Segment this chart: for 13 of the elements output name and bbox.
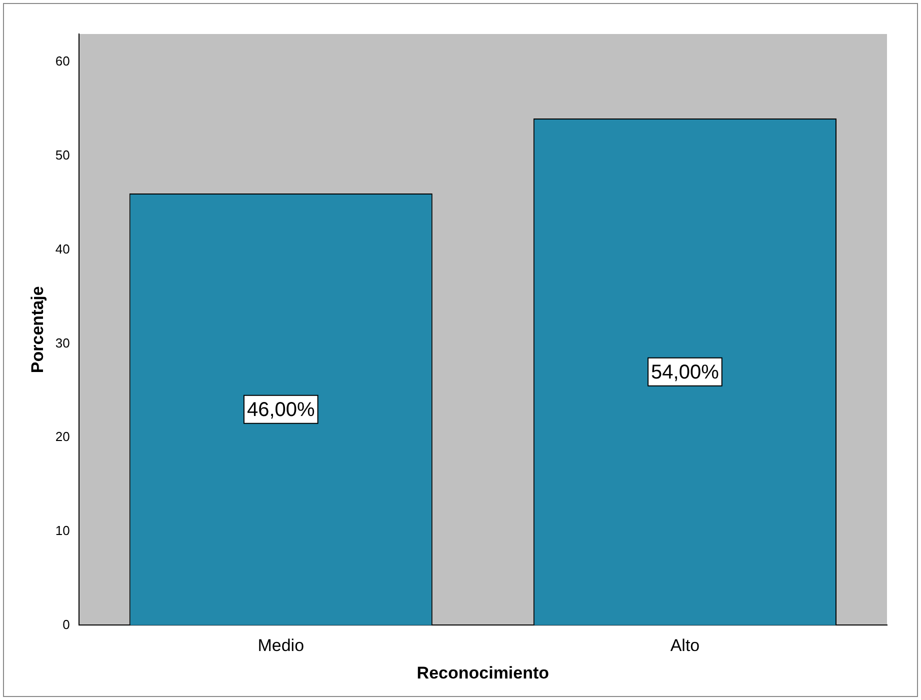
y-tick-label: 40 [55, 241, 70, 256]
y-tick-label: 50 [55, 148, 70, 163]
x-axis-title: Reconocimiento [416, 663, 550, 682]
y-tick-label: 20 [55, 429, 70, 444]
x-tick-label: Medio [258, 636, 304, 656]
y-tick-label: 30 [55, 335, 70, 350]
y-tick-label: 10 [55, 522, 70, 538]
y-axis-title: Porcentaje [28, 286, 47, 374]
data-label: 54,00% [651, 361, 720, 384]
y-tick-label: 60 [55, 54, 70, 69]
x-tick-label: Alto [670, 636, 700, 656]
data-label: 46,00% [246, 398, 316, 421]
y-tick-label: 0 [62, 616, 70, 632]
